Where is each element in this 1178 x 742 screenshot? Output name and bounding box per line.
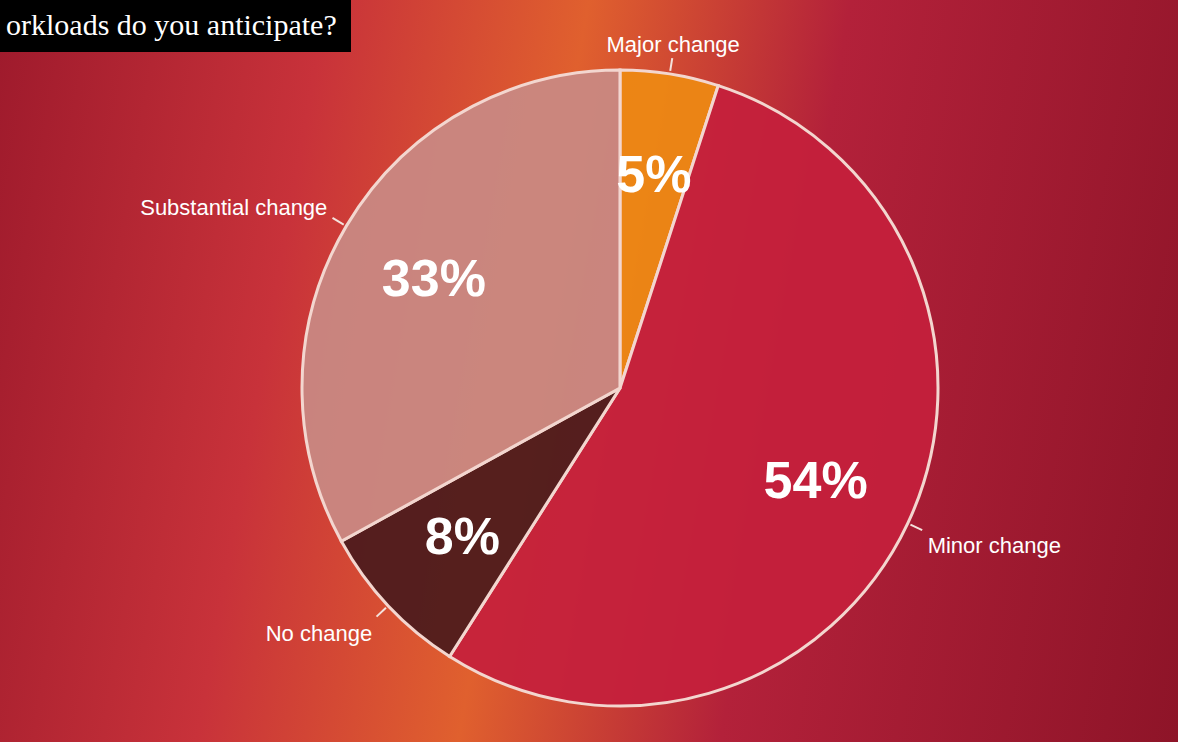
svg-text:No change: No change xyxy=(266,621,372,646)
svg-text:Minor change: Minor change xyxy=(928,533,1061,558)
html-text:orkloads do you anticipate?: orkloads do you anticipate? xyxy=(6,8,337,41)
svg-text:8%: 8% xyxy=(425,507,500,565)
svg-text:54%: 54% xyxy=(764,451,868,509)
svg-text:33%: 33% xyxy=(382,249,486,307)
svg-text:Substantial change: Substantial change xyxy=(140,195,327,220)
svg-text:Major change: Major change xyxy=(607,32,740,57)
svg-text:5%: 5% xyxy=(616,145,691,203)
